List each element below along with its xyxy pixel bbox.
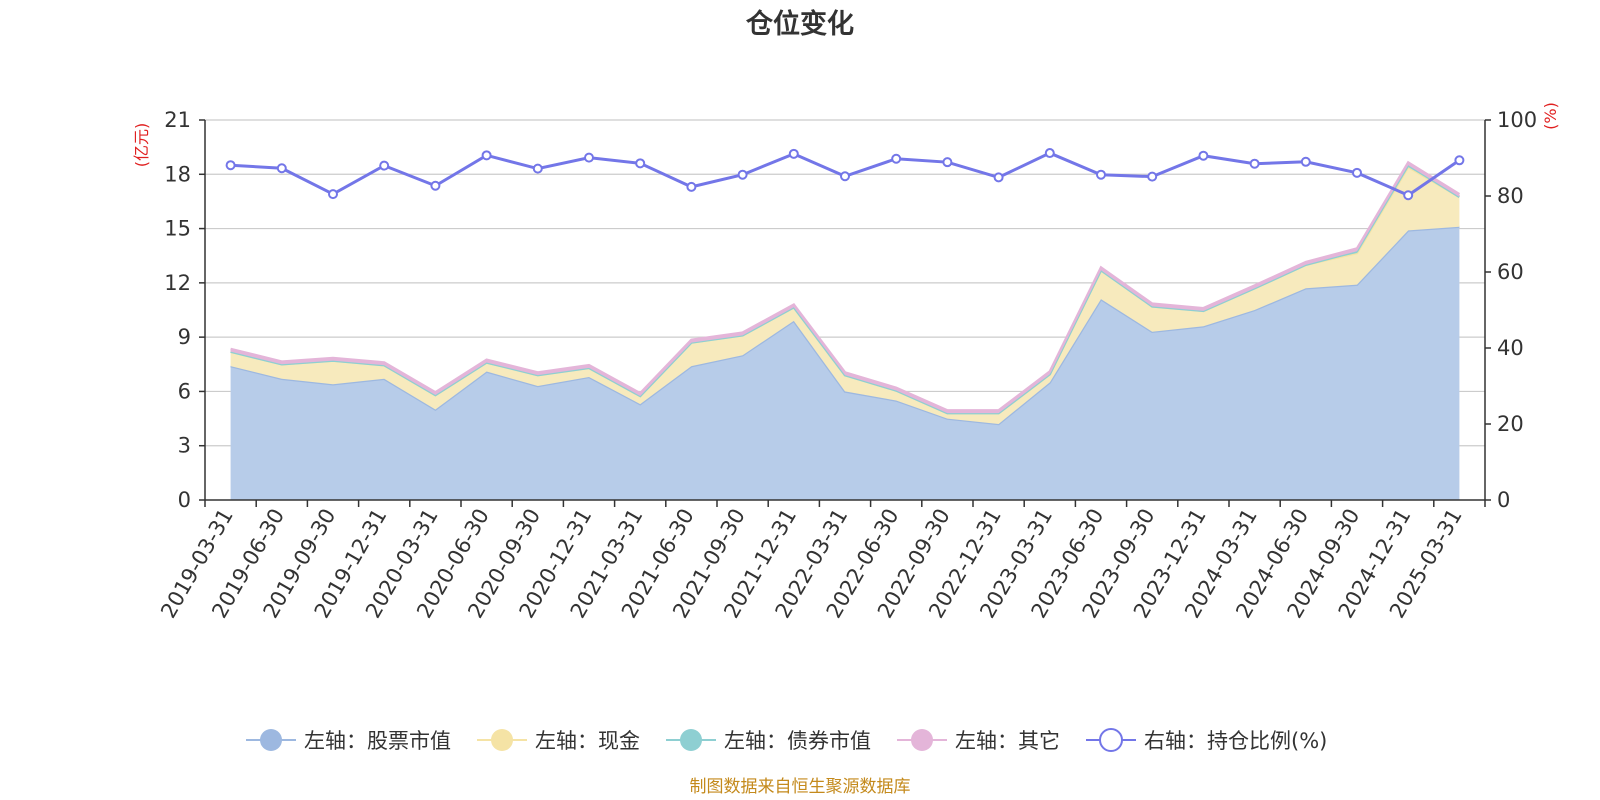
legend-label: 左轴：股票市值 [304,729,451,753]
right-tick-label: 100 [1497,108,1537,132]
area-edge-左轴：其它 [230,160,1461,412]
ratio-point [788,148,799,159]
left-tick-label: 0 [178,488,191,512]
ratio-point [993,172,1004,183]
legend-marker [491,729,513,751]
ratio-point [225,160,236,171]
legend-label: 右轴：持仓比例(%) [1144,729,1327,753]
ratio-point [584,152,594,163]
legend-marker [680,729,702,751]
ratio-point [942,157,953,168]
legend-item: 左轴：现金 [477,729,640,753]
left-tick-label: 12 [164,271,191,295]
ratio-point [430,180,441,191]
chart-title: 仓位变化 [745,8,854,40]
legend: 左轴：股票市值 左轴：现金 左轴：债券市值 左轴：其它 右轴：持仓比例(%) [246,728,1327,753]
right-tick-label: 60 [1497,260,1524,284]
left-tick-label: 15 [164,217,191,241]
left-tick-label: 9 [178,325,191,349]
ratio-point [379,160,390,171]
ratio-point [1300,156,1311,167]
legend-marker [1099,728,1123,752]
left-tick-label: 18 [164,162,191,186]
legend-item: 左轴：其它 [897,729,1060,753]
right-tick-label: 80 [1497,184,1524,208]
area-edge-左轴：债券市值 [230,163,1461,415]
ratio-point [1096,169,1106,180]
legend-label: 左轴：债券市值 [724,729,871,753]
ratio-point [1249,158,1260,169]
ratio-point [1044,148,1055,159]
left-tick-label: 6 [178,379,191,403]
legend-item: 左轴：债券市值 [666,729,871,753]
ratio-point [532,163,543,174]
data-source-note: 制图数据来自恒生聚源数据库 [690,777,911,797]
right-tick-label: 40 [1497,336,1524,360]
legend-label: 左轴：其它 [955,729,1060,753]
ratio-point [737,169,748,180]
left-axis-unit: (亿元) [132,123,151,168]
ratio-point [1147,171,1158,182]
ratio-point [635,158,646,169]
ratio-point [481,150,492,161]
right-tick-label: 0 [1497,488,1510,512]
ratio-point [276,163,287,174]
ratio-point [1403,190,1414,201]
stacked-areas [230,160,1461,500]
left-tick-label: 3 [178,434,191,458]
ratio-line [225,148,1465,201]
legend-marker [911,729,933,751]
ratio-point [1454,155,1465,166]
legend-label: 左轴：现金 [535,729,640,753]
ratio-point [328,189,338,200]
ratio-point [1352,167,1362,178]
ratio-point [1198,150,1209,161]
left-tick-label: 21 [164,108,191,132]
ratio-point [686,181,697,192]
legend-item: 右轴：持仓比例(%) [1086,728,1327,753]
area-左轴：股票市值 [230,226,1460,500]
right-tick-label: 20 [1497,412,1524,436]
legend-marker [260,729,282,751]
ratio-point [891,153,902,164]
right-axis-unit: (%) [1541,102,1560,130]
ratio-point [840,171,850,182]
legend-item: 左轴：股票市值 [246,729,451,753]
